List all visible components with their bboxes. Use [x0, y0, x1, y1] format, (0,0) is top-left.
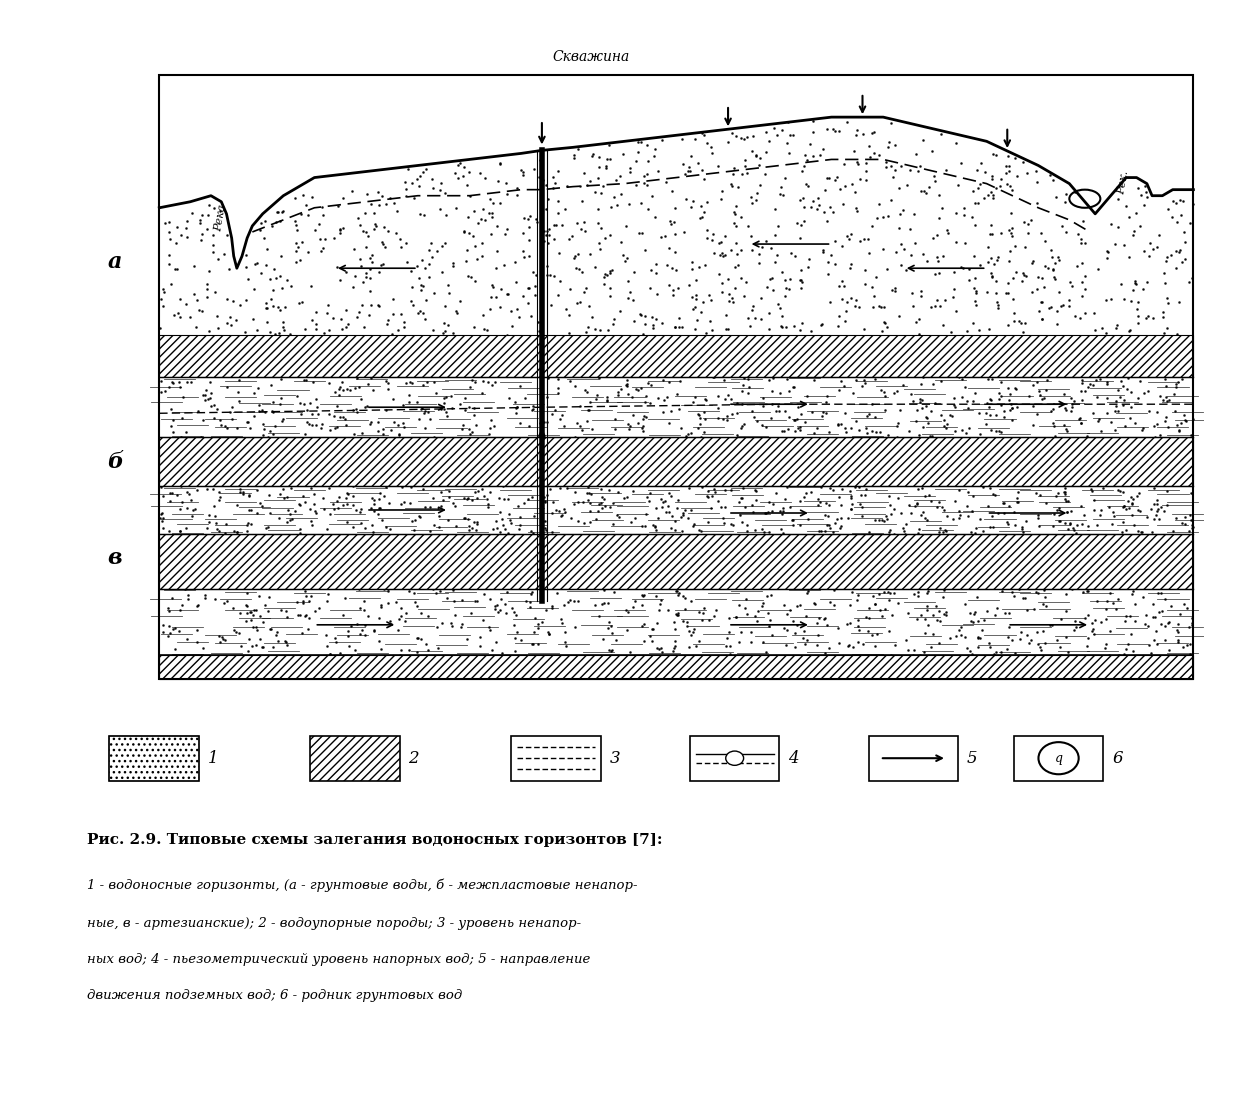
- Bar: [310, 736, 400, 780]
- Bar: [310, 736, 400, 780]
- Text: ных вод; 4 - пьезометрический уровень напорных вод; 5 - направление: ных вод; 4 - пьезометрический уровень на…: [87, 953, 591, 967]
- Bar: [159, 486, 1194, 534]
- Text: б: б: [108, 450, 124, 473]
- Bar: [159, 655, 1194, 679]
- Text: Скважина: Скважина: [552, 50, 629, 64]
- Bar: [511, 736, 601, 780]
- Text: Рек.: Рек.: [1116, 171, 1129, 196]
- Bar: [159, 534, 1194, 589]
- Bar: [159, 655, 1194, 679]
- Bar: [690, 736, 779, 780]
- Bar: [869, 736, 958, 780]
- Bar: [1014, 736, 1103, 780]
- Circle shape: [726, 752, 743, 765]
- Text: 1 - водоносные горизонты, (а - грунтовые воды, б - межпластовые ненапор-: 1 - водоносные горизонты, (а - грунтовые…: [87, 879, 638, 892]
- Text: а: а: [108, 251, 122, 273]
- Text: 3: 3: [609, 749, 620, 767]
- Bar: [109, 736, 199, 780]
- Text: в: в: [108, 547, 122, 570]
- Text: 4: 4: [788, 749, 799, 767]
- Bar: [159, 589, 1194, 655]
- Text: 6: 6: [1112, 749, 1123, 767]
- Bar: [109, 736, 199, 780]
- Text: Рис. 2.9. Типовые схемы залегания водоносных горизонтов [7]:: Рис. 2.9. Типовые схемы залегания водоно…: [87, 833, 663, 847]
- Text: q: q: [1055, 752, 1062, 765]
- Bar: [159, 334, 1194, 377]
- Bar: [159, 534, 1194, 589]
- Text: Река: Река: [213, 203, 227, 232]
- Bar: [159, 377, 1194, 437]
- Bar: [159, 437, 1194, 486]
- Text: 5: 5: [967, 749, 978, 767]
- Bar: [159, 437, 1194, 486]
- Text: 2: 2: [408, 749, 419, 767]
- Bar: [159, 334, 1194, 377]
- Text: 1: 1: [207, 749, 218, 767]
- Polygon shape: [159, 117, 1194, 334]
- Text: движения подземных вод; 6 - родник грунтовых вод: движения подземных вод; 6 - родник грунт…: [87, 989, 462, 1002]
- Text: ные, в - артезианские); 2 - водоупорные породы; 3 - уровень ненапор-: ные, в - артезианские); 2 - водоупорные …: [87, 918, 581, 930]
